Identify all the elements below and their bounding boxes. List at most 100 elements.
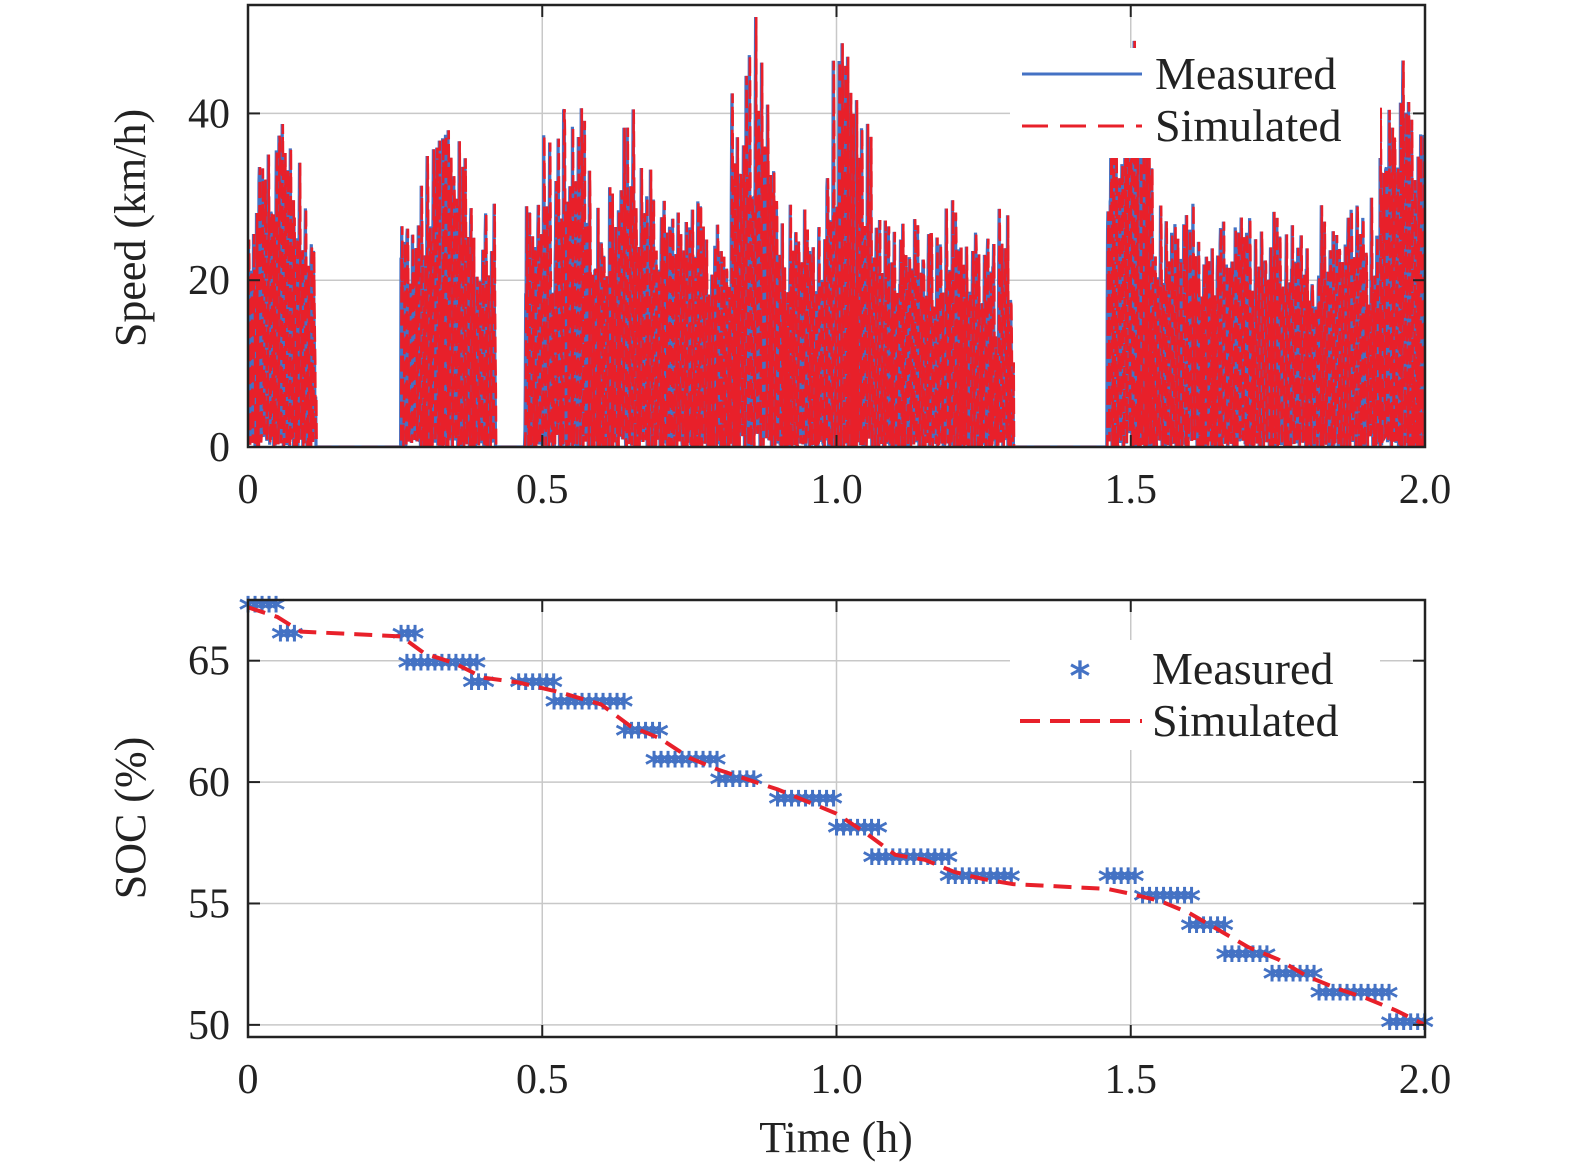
soc-measured-point: * xyxy=(404,649,423,690)
soc-measured-point: * xyxy=(687,746,706,787)
soc-measured-point: * xyxy=(392,619,411,660)
soc-measured-point: * xyxy=(580,687,599,728)
soc-measured-point: * xyxy=(544,668,563,709)
soc-legend-box xyxy=(1010,640,1380,750)
soc-measured-point: * xyxy=(709,765,728,806)
soc-measured-point: * xyxy=(636,717,655,758)
soc-measured-point: * xyxy=(523,668,542,709)
soc-measured-point: * xyxy=(775,785,794,826)
soc-measured-point: * xyxy=(1373,979,1392,1020)
soc-measured-point: * xyxy=(855,814,874,855)
soc-measured-point: * xyxy=(1161,882,1180,923)
soc-measured-point: * xyxy=(918,843,937,884)
speed-x-tick-label: 0.5 xyxy=(516,467,569,513)
soc-measured-point: * xyxy=(782,785,801,826)
soc-measured-point: * xyxy=(1133,882,1152,923)
soc-measured-point: * xyxy=(1229,940,1248,981)
soc-measured-point: * xyxy=(1250,940,1269,981)
soc-measured-point: * xyxy=(789,785,808,826)
soc-measured-point: * xyxy=(960,862,979,903)
soc-measured-point: * xyxy=(1310,979,1329,1020)
soc-measured-point: * xyxy=(1387,1008,1406,1049)
soc-measured-point: * xyxy=(1263,959,1282,1000)
speed-y-tick-label: 20 xyxy=(188,258,230,304)
speed-simulated-line xyxy=(248,16,1425,447)
soc-measured-point: * xyxy=(1298,959,1317,1000)
soc-x-axis-label: Time (h) xyxy=(759,1113,913,1162)
soc-measured-point: * xyxy=(1175,882,1194,923)
soc-measured-point: * xyxy=(862,814,881,855)
soc-measured-point: * xyxy=(629,717,648,758)
soc-measured-point: * xyxy=(1140,882,1159,923)
soc-measured-point: * xyxy=(278,619,297,660)
soc-measured-point: * xyxy=(883,843,902,884)
soc-measured-point: * xyxy=(824,785,843,826)
soc-measured-point: * xyxy=(418,649,437,690)
speed-y-ticks: 0 20 40 xyxy=(188,91,1425,471)
speed-x-tick-label: 1.5 xyxy=(1105,467,1158,513)
soc-measured-point: * xyxy=(1154,882,1173,923)
soc-measured-point: * xyxy=(932,843,951,884)
soc-measured-point: * xyxy=(666,746,685,787)
soc-y-tick-label: 60 xyxy=(188,760,230,806)
soc-measured-point: * xyxy=(469,668,488,709)
soc-measured-point: * xyxy=(1317,979,1336,1020)
soc-measured-point: * xyxy=(744,765,763,806)
soc-measured-point: * xyxy=(552,687,571,728)
speed-y-tick-label: 40 xyxy=(188,91,230,137)
soc-measured-point: * xyxy=(1345,979,1364,1020)
soc-measured-point: * xyxy=(1222,940,1241,981)
soc-measured-point: * xyxy=(1194,911,1213,952)
soc-measured-point: * xyxy=(1277,959,1296,1000)
soc-measured-point: * xyxy=(659,746,678,787)
soc-measured-point: * xyxy=(810,785,829,826)
speed-legend-measured-label: Measured xyxy=(1155,48,1336,99)
soc-measured-point: * xyxy=(723,765,742,806)
soc-measured-point: * xyxy=(911,843,930,884)
soc-measured-point: * xyxy=(1180,911,1199,952)
soc-measured-point: * xyxy=(601,687,620,728)
speed-series-group xyxy=(248,16,1425,447)
soc-legend-measured-marker: * xyxy=(1070,654,1091,700)
soc-measured-point: * xyxy=(974,862,993,903)
soc-measured-point: * xyxy=(1126,862,1145,903)
soc-y-ticks: 50 55 60 65 xyxy=(188,639,1425,1049)
soc-measured-point: * xyxy=(462,668,481,709)
soc-measured-point: * xyxy=(1201,911,1220,952)
soc-legend-simulated-label: Simulated xyxy=(1152,695,1339,746)
soc-measured-point: * xyxy=(516,668,535,709)
soc-measured-point: * xyxy=(1331,979,1350,1020)
soc-measured-point: * xyxy=(1408,1008,1427,1049)
speed-legend-simulated-label: Simulated xyxy=(1155,100,1342,151)
soc-measured-point: * xyxy=(862,843,881,884)
soc-x-tick-label: 2.0 xyxy=(1399,1057,1452,1103)
soc-measured-point: * xyxy=(925,843,944,884)
speed-x-tick-label: 1.0 xyxy=(810,467,863,513)
soc-legend-measured-label: Measured xyxy=(1152,643,1333,694)
soc-measured-markers: ******** ***************** ***************… xyxy=(239,590,1435,1049)
soc-measured-point: * xyxy=(1243,940,1262,981)
soc-x-tick-label: 0 xyxy=(238,1057,259,1103)
speed-x-ticks: 0 0.5 1.0 1.5 2.0 xyxy=(238,5,1451,513)
soc-measured-point: * xyxy=(869,843,888,884)
soc-measured-point: * xyxy=(988,862,1007,903)
soc-measured-point: * xyxy=(411,649,430,690)
soc-measured-point: * xyxy=(768,785,787,826)
soc-measured-point: * xyxy=(796,785,815,826)
soc-measured-point: * xyxy=(730,765,749,806)
soc-measured-point: * xyxy=(694,746,713,787)
soc-measured-point: * xyxy=(545,687,564,728)
soc-measured-point: * xyxy=(967,862,986,903)
soc-measured-point: * xyxy=(673,746,692,787)
soc-x-tick-label: 1.0 xyxy=(810,1057,863,1103)
soc-measured-point: * xyxy=(1270,959,1289,1000)
speed-chart: 0 0.5 1.0 1.5 2.0 0 20 40 Speed (km/h) Measure… xyxy=(106,3,1451,513)
soc-measured-point: * xyxy=(680,746,699,787)
speed-x-tick-label: 0 xyxy=(238,467,259,513)
soc-measured-point: * xyxy=(708,746,727,787)
soc-measured-point: * xyxy=(622,717,641,758)
soc-measured-point: * xyxy=(1324,979,1343,1020)
soc-measured-point: * xyxy=(1182,882,1201,923)
soc-measured-point: * xyxy=(1098,862,1117,903)
soc-measured-point: * xyxy=(650,717,669,758)
